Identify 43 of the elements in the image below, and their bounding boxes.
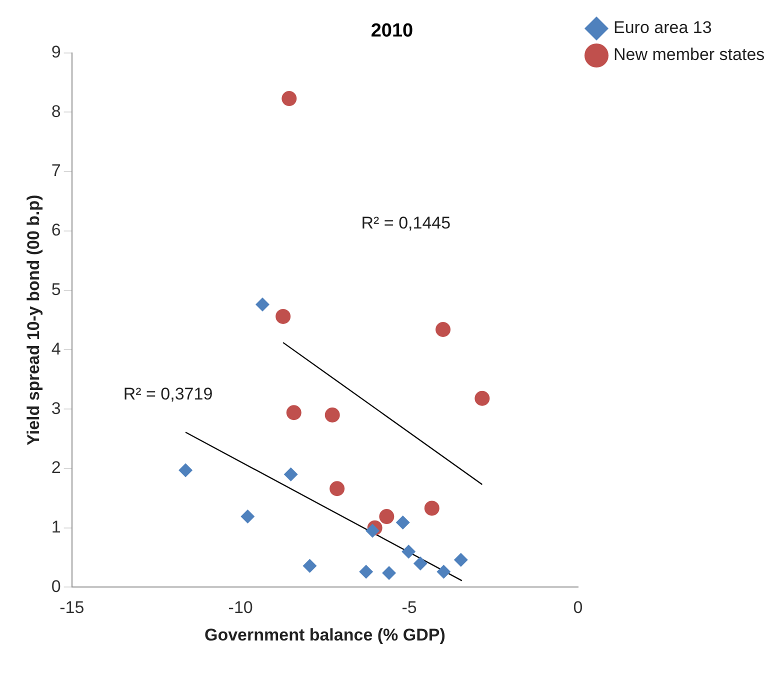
point [284, 467, 298, 482]
x-tick-label: -5 [402, 598, 417, 618]
point [276, 308, 291, 324]
x-tick-label: -15 [60, 598, 84, 618]
legend-label: New member states [614, 45, 765, 64]
y-tick-label: 9 [51, 42, 61, 62]
point [178, 463, 193, 478]
point [454, 552, 468, 567]
y-tick-label: 3 [51, 398, 61, 418]
point [402, 544, 416, 559]
annotation: R² = 0,3719 [123, 384, 213, 404]
point [474, 390, 490, 406]
point [436, 322, 451, 337]
y-tick-label: 1 [51, 518, 61, 537]
legend-label: Euro area 13 [614, 18, 712, 38]
y-tick-label: 6 [51, 220, 61, 240]
point [256, 298, 270, 312]
point [396, 515, 410, 530]
point [286, 405, 302, 420]
point [240, 510, 255, 524]
annotation: R² = 0,1445 [361, 213, 451, 232]
y-tick-label: 7 [51, 161, 61, 180]
point [282, 91, 297, 106]
y-tick-label: 0 [51, 576, 61, 596]
point [424, 500, 440, 516]
point [359, 564, 374, 579]
x-axis-title: Government balance (% GDP) [204, 625, 446, 644]
point [436, 564, 451, 579]
x-tick-label: 0 [573, 598, 583, 618]
chart-title: 2010 [370, 20, 414, 42]
point [366, 524, 380, 538]
point [330, 481, 345, 496]
y-tick-label: 5 [51, 280, 61, 299]
point [382, 566, 396, 580]
y-tick-label: 2 [51, 458, 61, 478]
point [324, 408, 340, 423]
y-tick-label: 4 [51, 339, 61, 358]
point [379, 509, 394, 524]
x-tick-label: -10 [228, 598, 253, 618]
y-axis-title: Yield spread 10-y bond (00 b.p) [24, 194, 43, 446]
point [302, 558, 317, 573]
y-tick-label: 8 [51, 102, 61, 121]
point [413, 556, 428, 570]
